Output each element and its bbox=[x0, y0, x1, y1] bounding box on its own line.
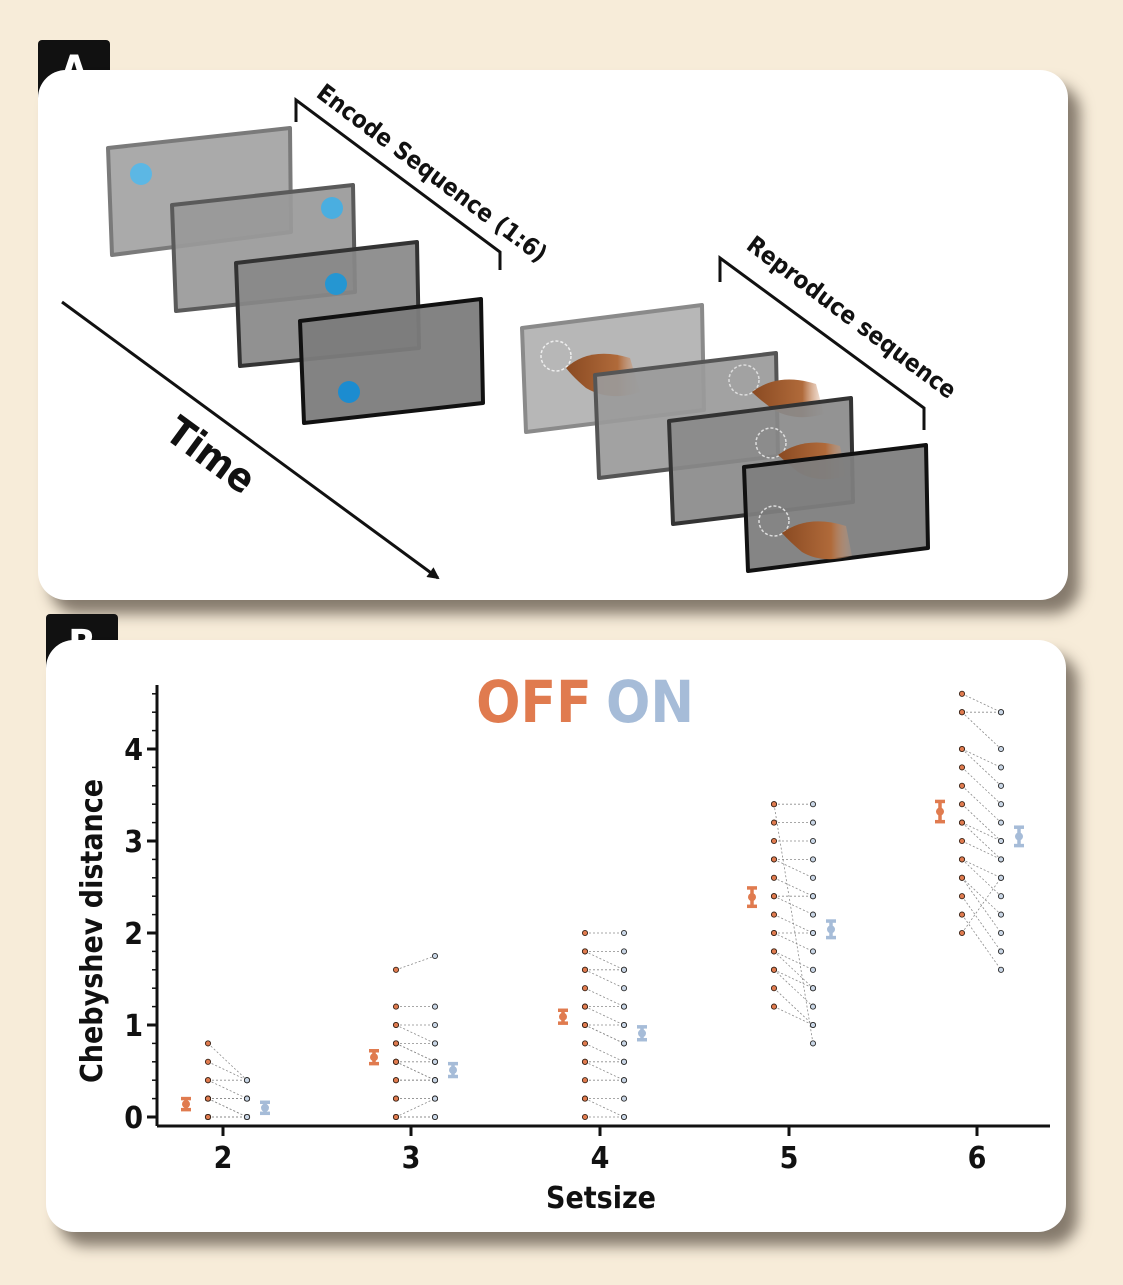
time-label: Time bbox=[157, 408, 264, 504]
task-diagram: Encode Sequence (1:6) Reproduce sequence… bbox=[61, 78, 962, 580]
panel-b bbox=[46, 640, 1066, 1232]
touch-target-2 bbox=[728, 364, 760, 396]
reproduce-bracket bbox=[718, 255, 926, 430]
reproduce-screen-4 bbox=[742, 443, 930, 573]
encode-bracket bbox=[294, 97, 502, 270]
time-arrow bbox=[61, 300, 440, 580]
touch-target-4 bbox=[758, 505, 790, 537]
encode-dot-1 bbox=[130, 163, 152, 185]
hand-icon bbox=[782, 521, 852, 560]
touch-target-1 bbox=[540, 340, 572, 372]
encode-dot-4 bbox=[338, 381, 360, 403]
encode-screen-4 bbox=[298, 297, 485, 425]
encode-dot-2 bbox=[321, 197, 343, 219]
touch-target-3 bbox=[755, 427, 787, 459]
encode-dot-3 bbox=[325, 273, 347, 295]
